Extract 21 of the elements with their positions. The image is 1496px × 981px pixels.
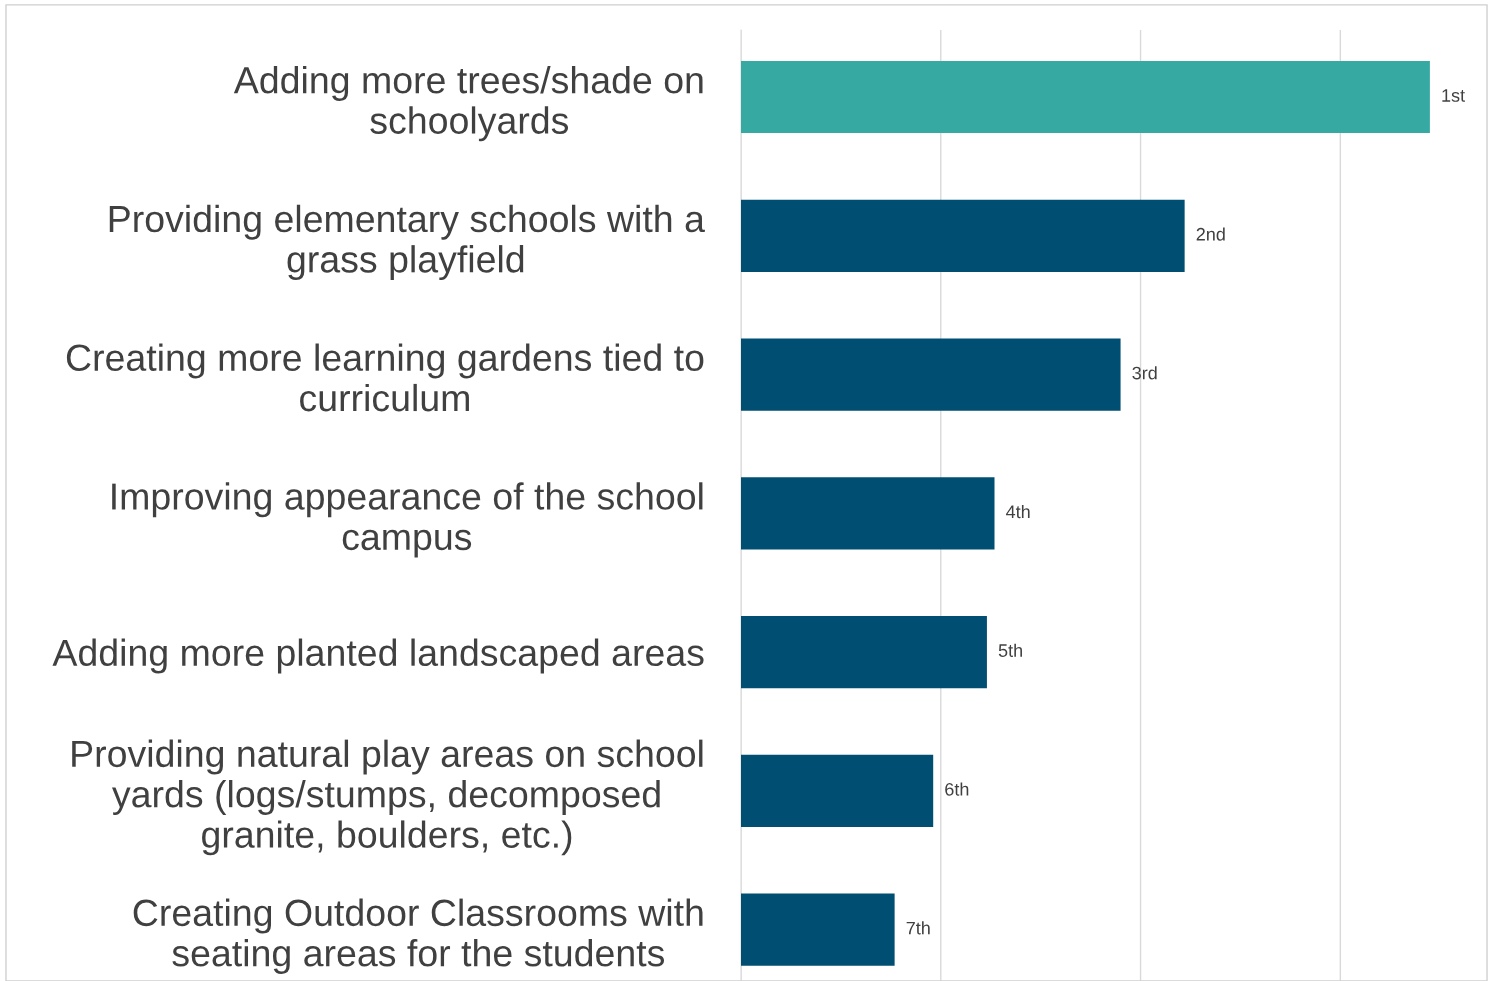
y-tick-label: Creating Outdoor Classrooms with seating areas for the students [133,898,703,974]
annotation: 1st [1442,89,1465,102]
annotation: 5th [998,643,1022,657]
y-tick-label: Providing elementary schools with a grass playfield [109,204,705,281]
annotation: 3rd [1132,366,1157,380]
bar [741,754,934,827]
bar [741,616,987,689]
bar [741,893,895,966]
annotation: 6th [945,782,969,796]
bar [741,199,1185,272]
y-tick-label: Adding more trees/shade on schoolyards [233,65,703,142]
bar [741,477,995,550]
y-tick-label: Creating more learning gardens tied to curriculum [66,343,704,412]
annotation: 7th [906,921,930,935]
annotation: 4th [1006,504,1030,519]
bar [741,338,1121,411]
annotation: 2nd [1196,227,1225,241]
y-tick-label: Improving appearance of the school campus [112,482,703,558]
y-tick-label: Adding more planted landscaped areas [52,638,704,674]
bar [741,60,1430,134]
y-tick-label: Providing natural play areas on school yards (logs/stumps, decomposed granite, boulders, etc.) [72,739,703,856]
